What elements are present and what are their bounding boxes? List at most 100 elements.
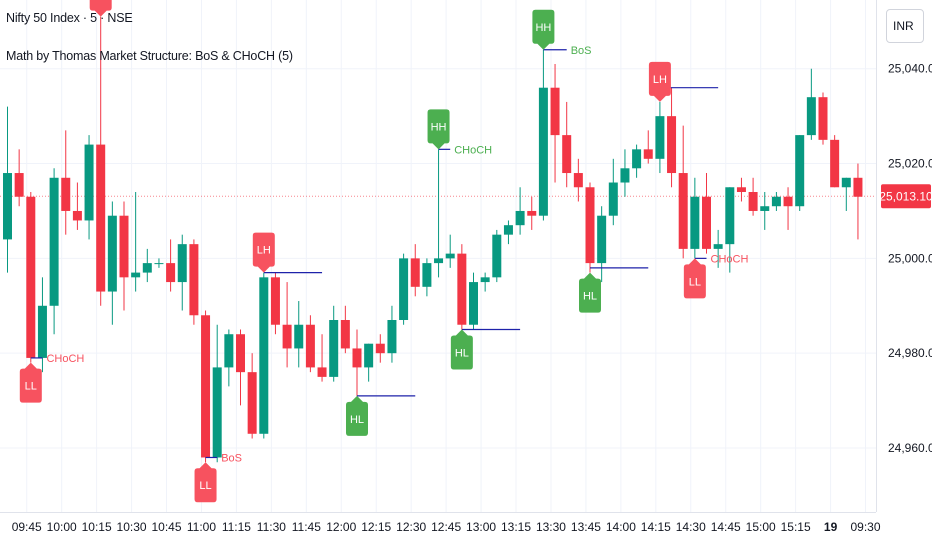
candle-body — [340, 320, 350, 349]
candle-body — [305, 324, 315, 368]
candle-body — [830, 139, 840, 188]
candle — [247, 353, 257, 439]
structure-label-bubble — [532, 9, 555, 50]
candle — [387, 305, 397, 363]
candle — [37, 277, 47, 373]
candle-body — [107, 215, 117, 292]
candle — [294, 301, 304, 368]
candle-body — [236, 334, 245, 373]
x-tick-label: 10:00 — [47, 520, 77, 534]
candle — [760, 192, 770, 230]
candle-body — [550, 87, 560, 136]
x-tick-label: 09:30 — [851, 520, 881, 534]
structure-label-text: LL — [199, 480, 211, 492]
candle-body — [643, 149, 653, 159]
structure-label: HH — [427, 109, 450, 150]
candle — [806, 68, 816, 140]
candle — [620, 149, 630, 197]
candle-body — [247, 372, 257, 434]
candle — [107, 201, 117, 325]
candle — [655, 101, 665, 174]
structure-label-bubble — [89, 0, 112, 17]
candle — [364, 343, 374, 382]
candle-body — [725, 187, 735, 245]
candle — [445, 234, 455, 268]
candle — [142, 248, 152, 283]
candle-body — [620, 168, 630, 183]
candle — [399, 253, 409, 325]
x-tick-label: 11:15 — [222, 520, 251, 534]
symbol-legend[interactable]: Nifty 50 Index · 5 · NSE — [6, 11, 133, 25]
structure-label: LL — [19, 362, 42, 403]
candle — [725, 187, 735, 273]
candle — [26, 192, 36, 363]
candle-body — [748, 192, 758, 211]
x-tick-label: 14:45 — [711, 520, 741, 534]
candle-body — [212, 367, 222, 458]
candle — [597, 206, 607, 283]
candle-body — [632, 149, 642, 169]
candle-body — [818, 97, 828, 140]
candle-body — [527, 210, 537, 216]
candle-body — [410, 258, 420, 287]
candle — [154, 258, 164, 268]
time-axis[interactable]: 09:45 10:00 10:15 10:30 10:45 11:00 11:15 11:30… — [0, 512, 881, 535]
candle-body — [492, 234, 502, 278]
candle-body — [189, 244, 199, 316]
candle-body — [131, 272, 141, 278]
event-label: BoS — [571, 45, 592, 57]
candle — [667, 87, 677, 188]
candle — [713, 229, 723, 268]
candle — [783, 187, 793, 230]
candle-body — [37, 305, 47, 358]
structure-label-text: HL — [455, 347, 469, 359]
candle — [177, 234, 187, 311]
price-axis[interactable]: 24,960.00 24,980.00 25,000.00 25,020.00 25,0… — [876, 0, 932, 512]
candle — [3, 106, 12, 273]
candle-body — [387, 320, 397, 354]
candle-body — [783, 196, 793, 207]
candle — [270, 272, 280, 335]
candle-body — [841, 177, 851, 188]
candle — [236, 329, 245, 406]
structure-label-bubble — [648, 61, 671, 102]
candle-body — [702, 196, 711, 249]
candle-body — [14, 173, 24, 197]
candle — [736, 177, 746, 202]
x-tick-label: 11:30 — [257, 520, 286, 534]
candle — [201, 310, 211, 463]
x-tick-label: 12:00 — [326, 520, 356, 534]
candle-body — [760, 206, 770, 211]
candle — [527, 196, 537, 230]
candle-body — [177, 244, 187, 283]
structure-label-bubble — [450, 329, 473, 370]
candle-body — [317, 367, 327, 377]
structure-label-bubble — [427, 109, 450, 150]
candle — [422, 258, 432, 297]
candle — [305, 315, 315, 373]
candle-body — [736, 187, 746, 192]
candle-body — [795, 135, 805, 207]
candle-body — [538, 87, 548, 216]
y-tick-label: 24,960.00 — [888, 441, 932, 455]
x-tick-label: 10:30 — [117, 520, 147, 534]
last-price-tag: 25,013.10 — [879, 184, 932, 209]
candle-body — [597, 215, 607, 264]
x-tick-label: 09:45 — [12, 520, 42, 534]
candle — [841, 177, 851, 211]
x-tick-label: 10:45 — [152, 520, 182, 534]
candle — [317, 334, 327, 382]
y-tick-label: 25,000.00 — [888, 251, 932, 265]
x-tick-label: 15:00 — [746, 520, 776, 534]
x-tick-label: 14:30 — [676, 520, 706, 534]
currency-selector[interactable]: INR — [886, 9, 924, 43]
candle — [853, 163, 863, 240]
candle — [189, 239, 199, 325]
study-legend[interactable]: Math by Thomas Market Structure: BoS & C… — [6, 49, 293, 63]
candle-body — [469, 282, 478, 325]
candle — [830, 135, 840, 188]
candle-body — [154, 263, 164, 265]
candle — [480, 272, 490, 292]
candle — [643, 130, 653, 164]
